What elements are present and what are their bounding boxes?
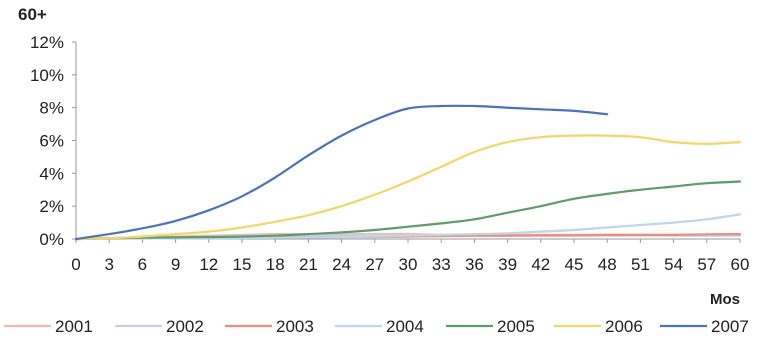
x-axis-label: Mos [710, 291, 740, 308]
x-tick-label: 0 [71, 255, 80, 274]
y-tick-label: 6% [39, 132, 64, 151]
legend-label-2006: 2006 [605, 317, 643, 336]
y-tick-label: 12% [30, 33, 64, 52]
x-tick-label: 36 [465, 255, 484, 274]
y-tick-label: 0% [39, 230, 64, 249]
chart-title: 60+ [18, 5, 47, 24]
x-tick-label: 45 [565, 255, 584, 274]
series-line-2007 [74, 104, 609, 241]
y-tick-label: 4% [39, 164, 64, 183]
series-line-2006 [74, 134, 742, 241]
x-tick-label: 12 [199, 255, 218, 274]
x-tick-label: 18 [266, 255, 285, 274]
x-tick-label: 42 [531, 255, 550, 274]
x-tick-label: 27 [365, 255, 384, 274]
series-line-2005 [74, 180, 742, 241]
x-tick-label: 54 [664, 255, 683, 274]
x-tick-label: 51 [631, 255, 650, 274]
x-tick-label: 15 [233, 255, 252, 274]
x-tick-label: 57 [697, 255, 716, 274]
series-lines [74, 104, 742, 241]
legend-label-2003: 2003 [276, 317, 314, 336]
x-tick-label: 6 [138, 255, 147, 274]
x-tick-label: 9 [171, 255, 180, 274]
axes [72, 41, 741, 243]
x-tick-label: 3 [104, 255, 113, 274]
x-tick-label: 60 [731, 255, 750, 274]
y-tick-label: 2% [39, 197, 64, 216]
legend-label-2001: 2001 [55, 317, 93, 336]
x-tick-label: 30 [399, 255, 418, 274]
y-tick-labels: 0% 2% 4% 6% 8% 10% 12% [30, 33, 64, 249]
x-tick-labels: 0 3 6 9 12 15 18 21 24 27 30 33 36 39 42 45 48 51 54 57 60 [71, 255, 749, 274]
x-tick-label: 21 [299, 255, 318, 274]
legend: 2001 2002 2003 2004 2005 2006 2007 [4, 317, 749, 336]
legend-label-2005: 2005 [497, 317, 535, 336]
y-tick-label: 10% [30, 66, 64, 85]
x-tick-label: 33 [432, 255, 451, 274]
legend-label-2002: 2002 [166, 317, 204, 336]
x-tick-label: 48 [598, 255, 617, 274]
x-tick-label: 39 [498, 255, 517, 274]
y-tick-label: 8% [39, 99, 64, 118]
legend-label-2004: 2004 [386, 317, 424, 336]
x-tick-label: 24 [332, 255, 351, 274]
legend-label-2007: 2007 [711, 317, 749, 336]
